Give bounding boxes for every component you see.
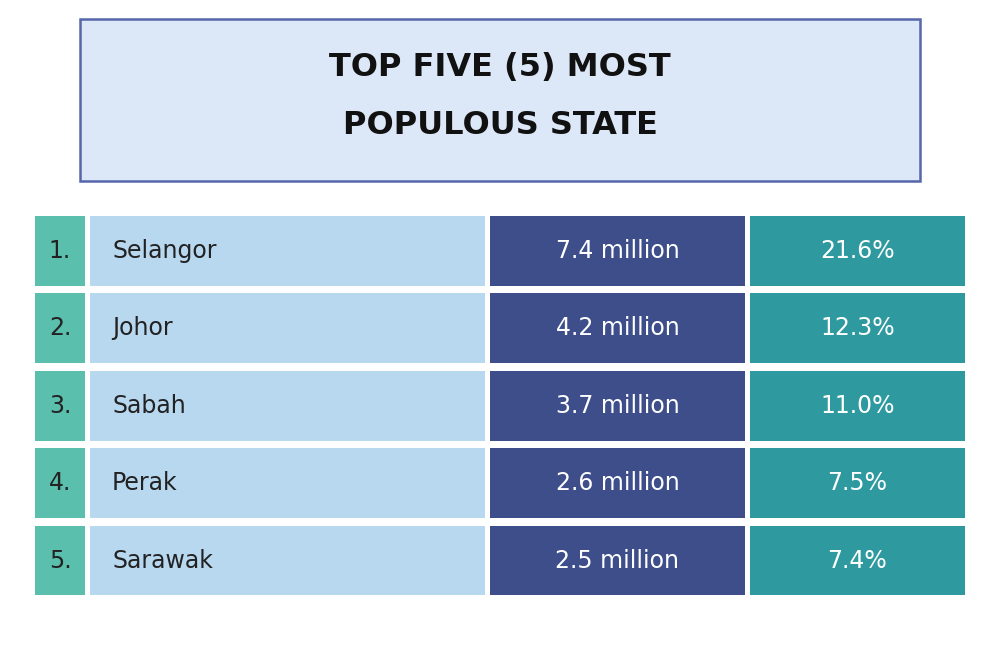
FancyBboxPatch shape bbox=[90, 371, 485, 441]
Text: 11.0%: 11.0% bbox=[820, 393, 895, 418]
Text: Johor: Johor bbox=[112, 316, 173, 341]
Text: 2.: 2. bbox=[49, 316, 71, 341]
Text: 4.: 4. bbox=[49, 471, 71, 495]
Text: Sabah: Sabah bbox=[112, 393, 186, 418]
FancyBboxPatch shape bbox=[490, 526, 745, 595]
Text: 7.4%: 7.4% bbox=[828, 548, 887, 573]
Text: 1.: 1. bbox=[49, 239, 71, 263]
Text: 2.5 million: 2.5 million bbox=[555, 548, 679, 573]
FancyBboxPatch shape bbox=[90, 448, 485, 518]
FancyBboxPatch shape bbox=[35, 371, 85, 441]
Text: 21.6%: 21.6% bbox=[820, 239, 895, 263]
FancyBboxPatch shape bbox=[490, 293, 745, 363]
FancyBboxPatch shape bbox=[490, 448, 745, 518]
FancyBboxPatch shape bbox=[90, 293, 485, 363]
FancyBboxPatch shape bbox=[750, 371, 965, 441]
FancyBboxPatch shape bbox=[90, 216, 485, 286]
FancyBboxPatch shape bbox=[750, 526, 965, 595]
FancyBboxPatch shape bbox=[750, 216, 965, 286]
Text: TOP FIVE (5) MOST: TOP FIVE (5) MOST bbox=[329, 52, 671, 83]
Text: POPULOUS STATE: POPULOUS STATE bbox=[343, 110, 657, 141]
FancyBboxPatch shape bbox=[35, 293, 85, 363]
Text: 7.4 million: 7.4 million bbox=[556, 239, 679, 263]
FancyBboxPatch shape bbox=[490, 216, 745, 286]
Text: 3.7 million: 3.7 million bbox=[556, 393, 679, 418]
FancyBboxPatch shape bbox=[35, 526, 85, 595]
Text: 5.: 5. bbox=[49, 548, 71, 573]
FancyBboxPatch shape bbox=[750, 448, 965, 518]
FancyBboxPatch shape bbox=[750, 293, 965, 363]
Text: 4.2 million: 4.2 million bbox=[556, 316, 679, 341]
FancyBboxPatch shape bbox=[35, 448, 85, 518]
Text: Sarawak: Sarawak bbox=[112, 548, 213, 573]
FancyBboxPatch shape bbox=[90, 526, 485, 595]
FancyBboxPatch shape bbox=[490, 371, 745, 441]
Text: Perak: Perak bbox=[112, 471, 178, 495]
Text: 7.5%: 7.5% bbox=[827, 471, 888, 495]
Text: Selangor: Selangor bbox=[112, 239, 216, 263]
FancyBboxPatch shape bbox=[80, 19, 920, 181]
Text: 3.: 3. bbox=[49, 393, 71, 418]
Text: 2.6 million: 2.6 million bbox=[556, 471, 679, 495]
Text: 12.3%: 12.3% bbox=[820, 316, 895, 341]
FancyBboxPatch shape bbox=[35, 216, 85, 286]
